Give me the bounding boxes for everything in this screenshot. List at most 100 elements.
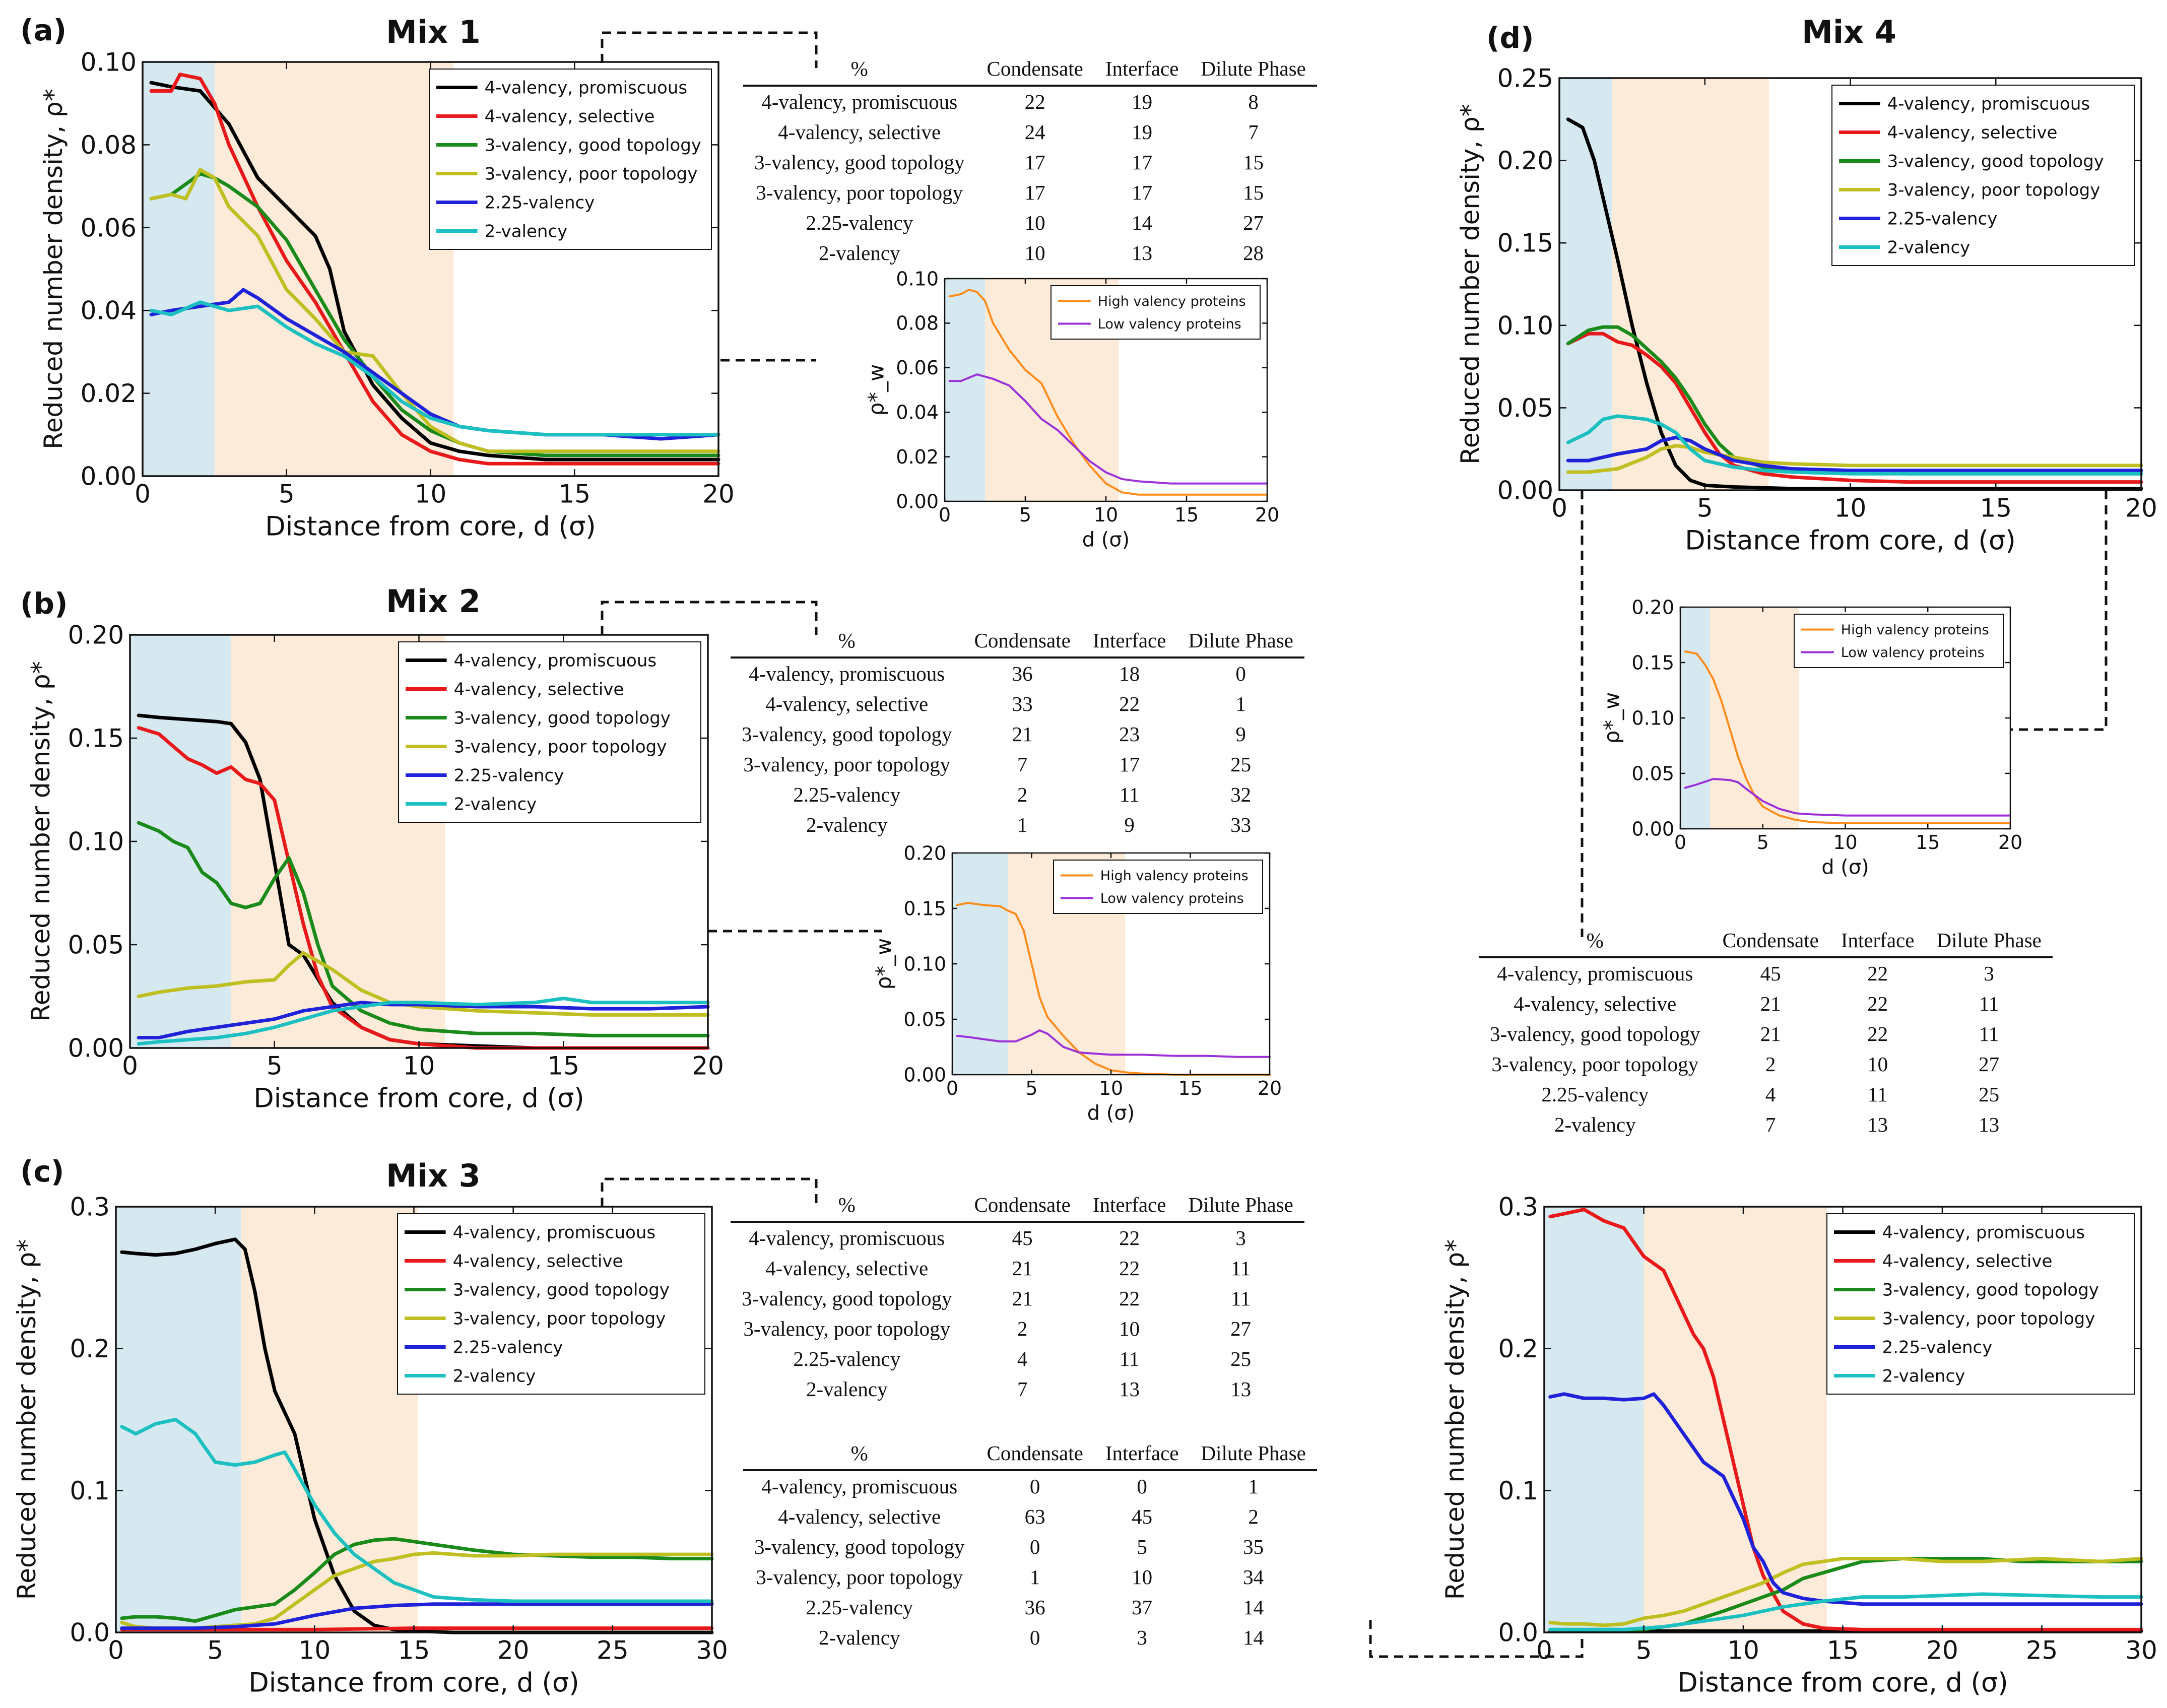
x-tick-label: 10 xyxy=(403,1052,435,1081)
legend-label: Low valency proteins xyxy=(1841,645,1985,661)
table-header-cell: Interface xyxy=(1081,627,1177,659)
table-row: 3-valency, good topology 0 5 35 xyxy=(743,1532,1317,1562)
table-row: 2-valency 0 3 14 xyxy=(743,1622,1317,1653)
table-cell: 2-valency xyxy=(806,1377,888,1401)
x-tick-label: 20 xyxy=(1998,831,2022,853)
y-axis-label: ρ*_w xyxy=(864,364,888,416)
legend-label: 3-valency, poor topology xyxy=(485,164,698,184)
series-line-5 xyxy=(149,300,720,437)
table-cell: 15 xyxy=(1243,181,1264,204)
table-mix4: % Condensate Interface Dilute Phase 4-valenc… xyxy=(1479,927,2053,1140)
condensate-region xyxy=(1544,1207,1644,1632)
legend-label: Low valency proteins xyxy=(1098,316,1241,332)
table-header-cell: Condensate xyxy=(975,55,1094,87)
legend-box xyxy=(398,641,701,823)
table-cell: 2 xyxy=(1017,783,1028,806)
legend-label: 4-valency, selective xyxy=(1882,1251,2053,1271)
table-row: 4-valency, promiscuous 36 18 0 xyxy=(731,658,1304,689)
y-tick-label: 0.0 xyxy=(70,1618,110,1648)
y-tick-label: 0.08 xyxy=(896,312,939,335)
table-header-row: % Condensate Interface Dilute Phase xyxy=(743,55,1317,87)
y-tick-label: 0.10 xyxy=(1631,707,1674,729)
table-cell: 7 xyxy=(1017,1377,1028,1401)
y-tick-label: 0.15 xyxy=(1497,229,1553,258)
table-cell: 1 xyxy=(1029,1565,1040,1589)
legend-label: 2.25-valency xyxy=(485,192,595,213)
table-cell: 14 xyxy=(1243,1626,1264,1649)
table-row: 2-valency 7 13 13 xyxy=(1479,1109,2053,1140)
legend-label: 2-valency xyxy=(1887,237,1971,257)
x-tick-label: 5 xyxy=(1025,1077,1037,1099)
table-cell: 2.25-valency xyxy=(1541,1083,1649,1106)
table-cell: 22 xyxy=(1024,90,1045,113)
table-cell: 7 xyxy=(1017,753,1028,776)
y-tick-label: 0.00 xyxy=(896,490,939,512)
table-cell: 25 xyxy=(1230,753,1252,776)
x-tick-label: 20 xyxy=(1255,504,1279,526)
table-cell: 21 xyxy=(1012,1257,1033,1280)
table-cell: 17 xyxy=(1119,753,1140,776)
table-cell: 17 xyxy=(1024,181,1045,204)
y-axis-label: Reduced number density, ρ* xyxy=(12,1239,41,1600)
legend-label: High valency proteins xyxy=(1100,868,1249,884)
table-cell: 4-valency, selective xyxy=(778,1505,941,1528)
table-row: 3-valency, good topology 21 23 9 xyxy=(731,719,1304,749)
table-cell: 4-valency, selective xyxy=(778,120,941,144)
legend-label: 3-valency, good topology xyxy=(453,1280,670,1300)
x-tick-label: 5 xyxy=(1636,1636,1652,1665)
y-tick-label: 0.00 xyxy=(1631,818,1674,840)
x-tick-label: 20 xyxy=(1926,1636,1958,1665)
table-cell: 27 xyxy=(1979,1053,2000,1076)
y-tick-label: 0.15 xyxy=(68,724,124,753)
table-cell: 3 xyxy=(1235,1226,1246,1250)
table-cell: 33 xyxy=(1230,813,1252,836)
y-tick-label: 0.08 xyxy=(81,130,137,160)
y-tick-label: 0.2 xyxy=(70,1334,110,1363)
table-cell: 0 xyxy=(1137,1475,1147,1498)
x-tick-label: 15 xyxy=(1827,1636,1859,1665)
table-cell: 3 xyxy=(1137,1626,1147,1649)
table-row: 4-valency, selective 63 45 2 xyxy=(743,1501,1317,1532)
table-row: 2.25-valency 10 14 27 xyxy=(743,208,1317,238)
series-line-0 xyxy=(948,289,1268,496)
legend-box xyxy=(1794,614,2004,668)
y-axis-label: Reduced number density, ρ* xyxy=(1456,104,1485,464)
chart-b-main: 0 5 10 15 20 0.00 0.05 0.10 0.15 0.20 Distance fro… xyxy=(26,621,724,1114)
y-tick-label: 0.05 xyxy=(1631,762,1674,784)
table-row: 2-valency 1 9 33 xyxy=(731,810,1304,840)
chart-d-main: 0 5 10 15 20 0.00 0.05 0.10 0.15 0.20 0.25 Distance… xyxy=(1456,64,2157,556)
table-row: 4-valency, selective 21 22 11 xyxy=(731,1253,1304,1283)
table-cell: 27 xyxy=(1243,211,1264,234)
table-cell: 34 xyxy=(1243,1565,1264,1589)
table-cell: 4 xyxy=(1765,1083,1776,1106)
panel-title: Mix 4 xyxy=(1802,14,1896,50)
table-cell: 4-valency, promiscuous xyxy=(761,1475,958,1498)
x-axis-label: Distance from core, d (σ) xyxy=(265,511,596,542)
table-cell: 17 xyxy=(1024,151,1045,174)
legend-label: High valency proteins xyxy=(1841,622,1989,638)
legend-label: 2-valency xyxy=(453,1366,536,1386)
table-cell: 3-valency, poor topology xyxy=(743,753,951,776)
table-cell: 4-valency, selective xyxy=(765,1257,929,1280)
y-tick-label: 0.00 xyxy=(68,1034,124,1063)
table-cell: 0 xyxy=(1029,1535,1040,1558)
table-row: 2.25-valency 36 37 14 xyxy=(743,1592,1317,1622)
y-tick-label: 0.20 xyxy=(903,842,946,864)
x-tick-label: 20 xyxy=(1258,1077,1282,1099)
legend-label: 3-valency, good topology xyxy=(485,135,701,155)
table-header-cell: % xyxy=(731,1192,963,1223)
table-cell: 11 xyxy=(1867,1083,1888,1106)
y-tick-label: 0.10 xyxy=(903,953,946,975)
table-cell: 4 xyxy=(1017,1347,1028,1370)
table-cell: 23 xyxy=(1119,722,1140,746)
legend-box xyxy=(1826,1213,2135,1395)
series-line-5 xyxy=(120,1418,714,1603)
connector-line xyxy=(2011,490,2108,731)
table-cell: 22 xyxy=(1119,692,1140,715)
y-tick-label: 0.20 xyxy=(68,621,124,650)
series-line-1 xyxy=(1566,332,2143,484)
table-cell: 3-valency, poor topology xyxy=(743,1317,951,1340)
table-cell: 28 xyxy=(1243,241,1264,265)
table-cell: 3-valency, good topology xyxy=(754,151,965,174)
table-cell: 32 xyxy=(1230,783,1252,806)
